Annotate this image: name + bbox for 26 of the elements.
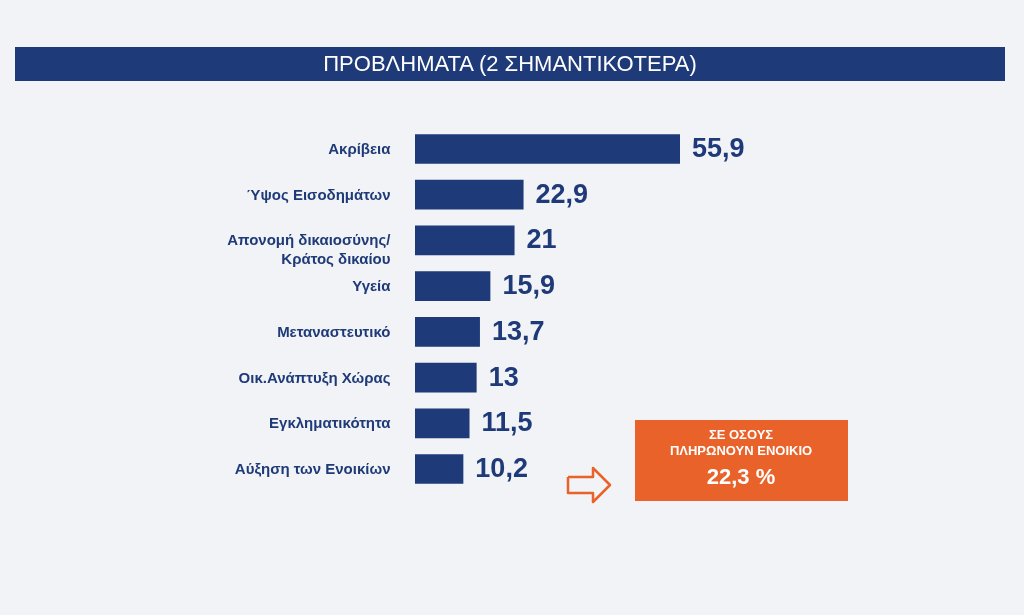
bar bbox=[415, 454, 464, 484]
data-label: 15,9 bbox=[502, 270, 555, 301]
data-label: 13 bbox=[488, 361, 519, 392]
y-tick-label: Απονομή δικαιοσύνης/ Κράτος δικαίου bbox=[227, 231, 392, 268]
y-tick-label: Οικ.Ανάπτυξη Χώρας bbox=[238, 368, 391, 386]
annotation: ΣΕ ΟΣΟΥΣ ΠΛΗΡΩΝΟΥΝ ΕΝΟΙΚΙΟ 22,3 % bbox=[669, 427, 813, 489]
bar bbox=[415, 225, 515, 256]
data-label: 55,9 bbox=[692, 133, 745, 163]
bar bbox=[415, 134, 680, 164]
data-label: 10,2 bbox=[475, 453, 528, 483]
bar bbox=[415, 362, 477, 393]
data-label: 22,9 bbox=[535, 178, 589, 209]
data-label: 21 bbox=[526, 224, 557, 255]
data-label: 11,5 bbox=[481, 407, 533, 438]
chart-title: ΠΡΟΒΛΗΜΑΤΑ (2 ΣΗΜΑΝΤΙΚΟΤΕΡΑ) bbox=[323, 51, 697, 76]
bar bbox=[415, 179, 524, 210]
bar bbox=[415, 271, 491, 301]
data-label: 13,7 bbox=[491, 315, 545, 346]
y-tick-label: Ακρίβεια bbox=[328, 140, 392, 157]
y-tick-label: Εγκληματικότητα bbox=[269, 414, 392, 432]
bar bbox=[415, 408, 470, 439]
bar bbox=[415, 317, 480, 347]
y-tick-label: Μεταναστευτικό bbox=[277, 322, 391, 340]
y-tick-label: Ύψος Εισοδημάτων bbox=[246, 185, 391, 203]
y-tick-label: Αύξηση των Ενοικίων bbox=[234, 460, 391, 477]
y-tick-label: Υγεία bbox=[352, 277, 392, 295]
